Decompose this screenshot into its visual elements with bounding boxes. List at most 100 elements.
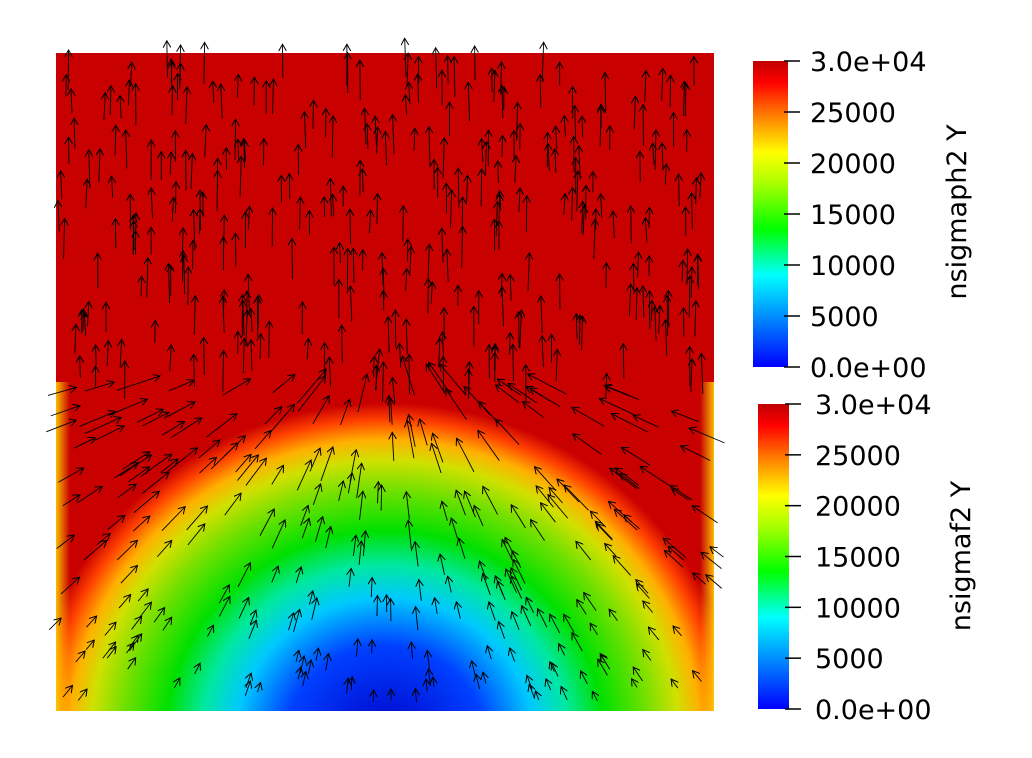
vector-arrow — [604, 386, 631, 397]
vector-arrow — [517, 102, 518, 141]
vector-arrow — [115, 125, 116, 156]
vector-arrow — [339, 481, 344, 502]
colorbar-nsigmaf2: 3.0e+04 25000 20000 15000 10000 5000 0.0e+00 n… — [758, 390, 977, 726]
vector-arrow — [633, 667, 643, 682]
vector-arrow — [633, 263, 634, 292]
vector-arrow — [350, 209, 351, 244]
vector-arrow — [245, 458, 266, 486]
vector-arrow — [213, 81, 214, 103]
vector-arrow — [670, 486, 693, 501]
vector-arrow — [395, 310, 396, 348]
vector-arrow — [272, 374, 295, 394]
vector-arrow — [415, 542, 418, 567]
vector-arrow — [133, 491, 159, 514]
vector-arrow — [406, 269, 407, 291]
vector-arrow — [362, 169, 363, 192]
vector-arrow — [367, 124, 368, 149]
vector-arrow — [300, 197, 301, 230]
vector-arrow — [406, 319, 407, 355]
vector-arrow — [223, 351, 224, 392]
vector-arrow — [528, 374, 567, 395]
vector-arrow — [222, 379, 251, 396]
vector-arrow — [269, 321, 270, 359]
vector-arrow — [556, 126, 557, 150]
vector-arrow — [375, 116, 376, 147]
vector-arrow — [388, 317, 389, 353]
vector-arrow — [126, 643, 134, 654]
vector-arrow — [645, 71, 646, 103]
vector-arrow — [329, 357, 330, 387]
vector-arrow — [374, 356, 375, 378]
vector-arrow — [186, 87, 187, 124]
vector-arrow — [638, 252, 639, 277]
vector-arrow — [582, 316, 583, 351]
vector-arrow — [218, 585, 229, 604]
vector-arrow — [325, 527, 331, 549]
vector-arrow — [462, 226, 463, 268]
vector-arrow — [614, 509, 638, 531]
vector-arrow — [391, 398, 393, 425]
vector-arrow — [662, 68, 663, 101]
vector-arrow — [666, 320, 667, 356]
vector-arrow — [224, 493, 241, 516]
vector-arrow — [605, 73, 606, 113]
vector-arrow — [451, 518, 458, 539]
vector-arrow — [170, 152, 171, 175]
vector-arrow — [243, 300, 244, 336]
vector-arrow — [511, 576, 523, 599]
colorbar-2-label: 25000 — [815, 441, 901, 472]
vector-arrow — [205, 125, 206, 158]
vector-arrow — [371, 578, 372, 597]
vector-arrow — [572, 188, 573, 221]
vector-arrow — [416, 607, 418, 631]
vector-arrow — [659, 306, 660, 334]
vector-arrow — [194, 296, 195, 335]
vector-arrow — [623, 344, 624, 379]
vector-arrow — [175, 182, 176, 214]
vector-arrow — [406, 492, 409, 520]
vector-arrow — [186, 506, 208, 531]
vector-arrow — [147, 258, 148, 298]
vector-arrow — [408, 520, 411, 552]
vector-arrow — [383, 291, 384, 311]
vector-arrow — [597, 524, 613, 541]
vector-arrow — [238, 139, 239, 162]
vector-arrow — [126, 130, 127, 169]
vector-arrow — [442, 228, 443, 263]
vector-arrow — [433, 677, 434, 688]
vector-arrow — [519, 188, 520, 212]
vector-arrow — [632, 679, 638, 688]
vector-arrow — [691, 267, 692, 298]
colorbar-2-label: 3.0e+04 — [815, 390, 932, 421]
vector-arrow — [513, 344, 514, 382]
vector-arrow — [289, 613, 294, 631]
lower-region — [56, 382, 714, 711]
vector-arrow — [167, 41, 168, 78]
vector-arrow — [332, 116, 333, 158]
vector-arrow — [108, 399, 147, 416]
vector-arrow — [257, 683, 260, 693]
vector-arrow — [73, 438, 96, 449]
vector-arrow — [240, 156, 241, 197]
vector-arrow — [701, 552, 722, 569]
vector-arrow — [207, 625, 213, 637]
vector-arrow — [84, 417, 122, 435]
vector-arrow — [520, 310, 521, 348]
vector-arrow — [136, 409, 163, 423]
vector-arrow — [106, 647, 116, 659]
vector-arrow — [383, 268, 384, 301]
vector-arrow — [594, 219, 595, 260]
vector-arrow — [548, 495, 569, 519]
vector-arrow — [223, 296, 224, 333]
vector-arrow — [536, 486, 554, 508]
vector-arrow — [118, 595, 131, 609]
vector-arrow — [600, 107, 601, 147]
vector-arrow — [549, 488, 563, 504]
vector-arrow — [643, 286, 644, 318]
vector-arrow — [77, 486, 102, 504]
vector-arrow — [515, 156, 516, 183]
vector-arrow — [550, 614, 561, 634]
vector-arrow — [653, 143, 654, 165]
vector-arrow — [349, 568, 351, 587]
